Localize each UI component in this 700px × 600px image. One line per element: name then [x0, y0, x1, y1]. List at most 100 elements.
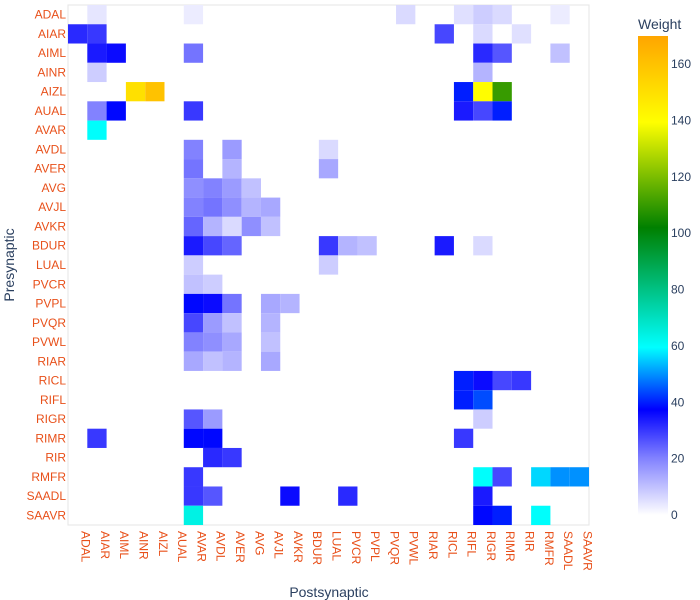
- x-tick-label: PVPL: [368, 531, 382, 562]
- heatmap-cell: [318, 255, 339, 275]
- x-tick-label: RIAR: [426, 531, 440, 560]
- heatmap-cell: [492, 5, 512, 25]
- colorbar-tick-label: 40: [671, 395, 685, 409]
- heatmap-cell: [280, 293, 300, 314]
- heatmap-cell: [260, 216, 281, 237]
- heatmap-cell: [203, 197, 223, 217]
- plot-area: [67, 4, 590, 526]
- x-tick-label: PVWL: [407, 531, 421, 565]
- x-tick-label: AIZL: [156, 531, 170, 557]
- heatmap-cell: [106, 101, 126, 121]
- heatmap-cell: [338, 486, 358, 506]
- x-tick-label: ADAL: [79, 531, 93, 563]
- heatmap-cell: [338, 236, 358, 256]
- heatmap-cell: [473, 370, 493, 391]
- heatmap-cell: [473, 82, 493, 102]
- heatmap-cell: [87, 24, 107, 44]
- x-tick-label: SAADL: [561, 531, 575, 571]
- heatmap-cell: [183, 197, 204, 217]
- heatmap-cell: [183, 409, 204, 429]
- y-tick-label: LUAL: [36, 258, 66, 272]
- heatmap-cell: [203, 351, 223, 371]
- heatmap-cell: [473, 43, 493, 63]
- heatmap-cell: [260, 332, 281, 352]
- heatmap-cell: [318, 236, 339, 256]
- y-tick-label: AVDL: [36, 142, 67, 156]
- heatmap-cell: [241, 216, 261, 237]
- y-tick-label: ADAL: [35, 8, 67, 22]
- colorbar: Weight 0 20 40 60 80 100 120 140 160: [638, 16, 691, 522]
- x-tick-label: RICL: [445, 531, 459, 559]
- heatmap-cell: [453, 390, 474, 410]
- x-tick-label: AVKR: [291, 531, 305, 563]
- heatmap-cell: [434, 236, 454, 256]
- heatmap-cell: [453, 82, 474, 102]
- heatmap-cell: [183, 313, 204, 333]
- colorbar-tick-label: 60: [671, 339, 685, 353]
- y-tick-label: AVER: [34, 162, 66, 176]
- colorbar-gradient: [638, 36, 668, 515]
- y-tick-label: PVWL: [32, 335, 66, 349]
- heatmap-cell: [203, 486, 223, 506]
- heatmap-cell: [473, 62, 493, 83]
- heatmap-cell: [183, 159, 204, 179]
- heatmap-cell: [396, 5, 416, 25]
- colorbar-tick-label: 80: [671, 283, 685, 297]
- colorbar-title: Weight: [638, 16, 681, 32]
- x-tick-label: AIML: [117, 531, 131, 559]
- heatmap-cell: [241, 178, 261, 198]
- heatmap-cell: [473, 505, 493, 525]
- colorbar-ticks: 0 20 40 60 80 100 120 140 160: [671, 57, 691, 522]
- heatmap-cell: [183, 332, 204, 352]
- heatmap-cell: [183, 486, 204, 506]
- x-tick-label: LUAL: [330, 531, 344, 561]
- y-tick-label: AVG: [42, 181, 66, 195]
- colorbar-tick-label: 20: [671, 452, 685, 466]
- heatmap-cell: [222, 139, 242, 160]
- x-axis-title: Postsynaptic: [289, 584, 368, 600]
- heatmap-cell: [203, 274, 223, 294]
- heatmap-cell: [550, 5, 570, 25]
- heatmap-cell: [453, 370, 474, 391]
- y-tick-label: AIAR: [38, 27, 66, 41]
- x-tick-label: RIFL: [465, 531, 479, 557]
- y-tick-label: BDUR: [32, 239, 66, 253]
- heatmap-cell: [511, 370, 532, 391]
- heatmap-cell: [473, 486, 493, 506]
- heatmap-cell: [222, 197, 242, 217]
- heatmap-cell: [531, 505, 551, 525]
- y-tick-label: AIZL: [41, 85, 67, 99]
- heatmap-cell: [492, 101, 512, 121]
- x-tick-label: AVAR: [194, 531, 208, 562]
- heatmap-cell: [473, 5, 493, 25]
- y-tick-label: PVPL: [35, 297, 66, 311]
- heatmap-cell: [183, 5, 204, 25]
- heatmap-cell: [453, 5, 474, 25]
- y-tick-labels: ADAL AIAR AIML AINR AIZL AUAL AVAR AVDL AVER AVG A…: [26, 8, 66, 523]
- heatmap-cell: [203, 236, 223, 256]
- heatmap-cell: [453, 101, 474, 121]
- y-tick-label: AIML: [38, 46, 66, 60]
- heatmap-cell: [183, 293, 204, 314]
- heatmap-cell: [183, 255, 204, 275]
- heatmap-cell: [183, 351, 204, 371]
- x-tick-label: AIAR: [98, 531, 112, 559]
- x-tick-label: SAAVR: [580, 531, 594, 571]
- heatmap-cell: [357, 236, 377, 256]
- heatmap-cell: [203, 409, 223, 429]
- heatmap-cell: [183, 216, 204, 237]
- heatmap-cell: [434, 24, 454, 44]
- heatmap-cell: [473, 409, 493, 429]
- heatmap-cell: [473, 24, 493, 44]
- x-tick-label: AVG: [252, 531, 266, 555]
- heatmap-cell: [87, 120, 107, 140]
- x-tick-label: PVCR: [349, 531, 363, 565]
- colorbar-tick-label: 0: [671, 508, 678, 522]
- heatmap-cell: [183, 178, 204, 198]
- x-tick-label: AINR: [137, 531, 151, 560]
- y-tick-label: RICL: [39, 374, 67, 388]
- x-tick-label: AVDL: [214, 531, 228, 562]
- heatmap-cell: [222, 447, 242, 468]
- heatmap-cell: [183, 505, 204, 525]
- heatmap-cell: [87, 43, 107, 63]
